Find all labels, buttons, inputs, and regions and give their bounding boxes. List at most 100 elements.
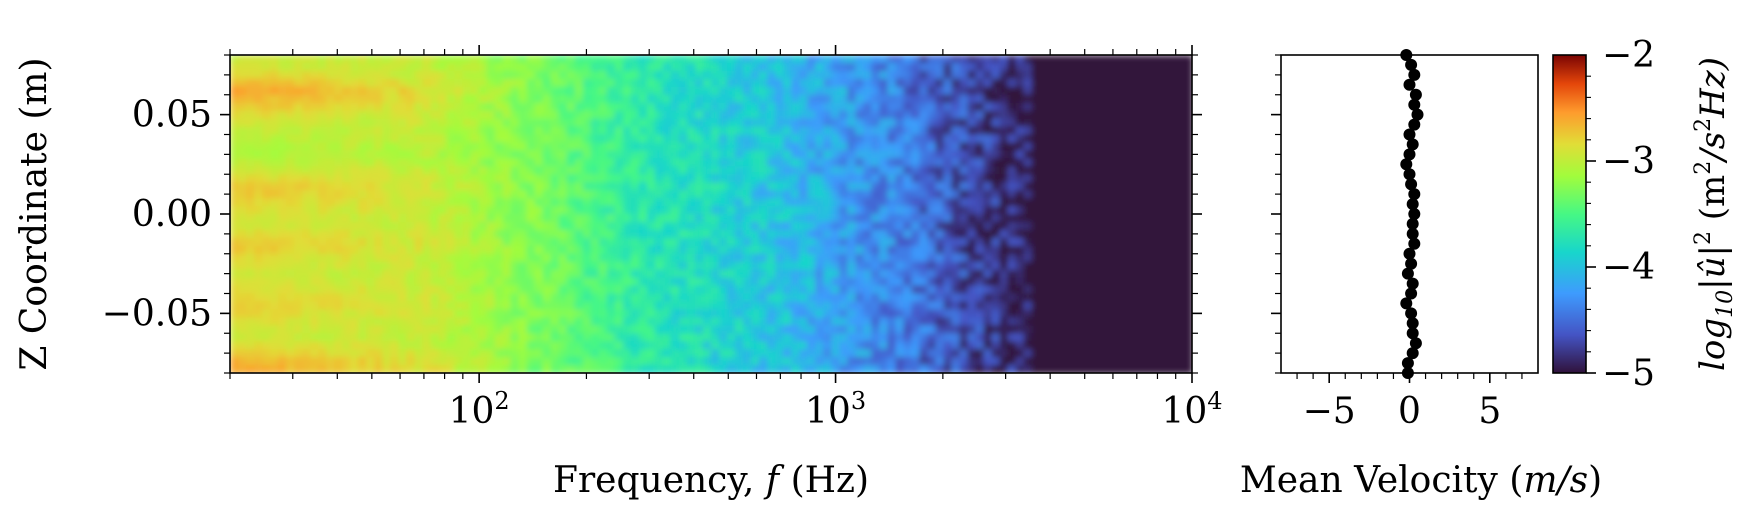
heatmap-cell	[622, 78, 633, 88]
heatmap-cell	[903, 229, 913, 240]
heatmap-cell	[230, 309, 240, 319]
heatmap-cell	[999, 349, 1009, 359]
heatmap-cell	[871, 325, 881, 335]
heatmap-cell	[390, 261, 400, 271]
heatmap-cell	[262, 86, 272, 96]
heatmap-cell	[735, 102, 745, 112]
heatmap-cell	[735, 277, 745, 287]
heatmap-cell	[967, 126, 977, 136]
heatmap-cell	[1071, 253, 1081, 263]
heatmap-cell	[294, 221, 304, 232]
heatmap-cell	[871, 62, 881, 73]
heatmap-cell	[702, 245, 713, 255]
heatmap-cell	[430, 357, 440, 367]
heatmap-cell	[430, 78, 440, 88]
heatmap-cell	[518, 118, 528, 128]
heatmap-cell	[743, 102, 753, 112]
heatmap-cell	[670, 325, 681, 335]
heatmap-cell	[1119, 142, 1130, 152]
heatmap-cell	[230, 150, 240, 160]
heatmap-cell	[278, 357, 288, 367]
heatmap-cell	[959, 309, 969, 319]
heatmap-cell	[230, 277, 240, 287]
heatmap-cell	[743, 78, 753, 88]
heatmap-cell	[1079, 214, 1089, 224]
heatmap-cell	[967, 198, 977, 208]
heatmap-cell	[454, 333, 464, 343]
heatmap-cell	[1119, 110, 1130, 120]
heatmap-cell	[430, 150, 440, 160]
heatmap-cell	[686, 365, 697, 373]
heatmap-cell	[286, 70, 296, 81]
heatmap-cell	[743, 277, 753, 287]
heatmap-cell	[502, 349, 512, 359]
heatmap-cell	[1151, 349, 1162, 359]
heatmap-cell	[735, 126, 745, 136]
heatmap-cell	[526, 70, 536, 81]
heatmap-cell	[694, 198, 705, 208]
heatmap-cell	[294, 198, 304, 208]
heatmap-cell	[342, 365, 352, 373]
heatmap-cell	[478, 62, 488, 73]
heatmap-cell	[1047, 190, 1057, 200]
heatmap-cell	[230, 349, 240, 359]
heatmap-cell	[310, 317, 320, 327]
heatmap-cell	[759, 325, 769, 335]
heatmap-cell	[911, 301, 921, 311]
heatmap-cell	[654, 55, 665, 65]
heatmap-cell	[743, 237, 753, 247]
heatmap-cell	[1151, 309, 1162, 319]
heatmap-cell	[390, 126, 400, 136]
heatmap-cell	[390, 118, 400, 128]
heatmap-cell	[791, 317, 801, 327]
heatmap-cell	[1063, 261, 1073, 271]
heatmap-cell	[230, 365, 240, 373]
heatmap-cell	[1095, 317, 1106, 327]
heatmap-cell	[398, 78, 408, 88]
heatmap-cell	[230, 341, 240, 351]
heatmap-cell	[799, 190, 809, 200]
heatmap-cell	[350, 309, 360, 319]
heatmap-cell	[847, 365, 857, 373]
heatmap-cell	[238, 317, 248, 327]
heatmap-cell	[518, 150, 528, 160]
heatmap-cell	[951, 261, 961, 271]
heatmap-cell	[302, 229, 312, 240]
heatmap-cell	[975, 150, 985, 160]
heatmap-cell	[446, 198, 456, 208]
heatmap-cell	[959, 221, 969, 232]
heatmap-cell	[630, 365, 641, 373]
heatmap-cell	[630, 142, 641, 152]
heatmap-cell	[326, 55, 336, 65]
heatmap-cell	[654, 86, 665, 96]
heatmap-cell	[871, 142, 881, 152]
heatmap-cell	[294, 245, 304, 255]
heatmap-cell	[246, 237, 256, 247]
heatmap-cell	[895, 221, 905, 232]
heatmap-cell	[342, 285, 352, 295]
heatmap-cell	[743, 55, 753, 65]
heatmap-cell	[342, 102, 352, 112]
heatmap-cell	[1127, 62, 1138, 73]
heatmap-cell	[743, 94, 753, 104]
heatmap-cell	[975, 214, 985, 224]
heatmap-cell	[919, 78, 929, 88]
heatmap-cell	[486, 198, 496, 208]
heatmap-cell	[342, 150, 352, 160]
heatmap-cell	[831, 142, 841, 152]
heatmap-cell	[855, 341, 865, 351]
heatmap-cell	[510, 357, 520, 367]
heatmap-cell	[374, 174, 384, 184]
heatmap-cell	[430, 134, 440, 144]
heatmap-cell	[606, 357, 616, 367]
heatmap-cell	[526, 261, 536, 271]
heatmap-cell	[478, 325, 488, 335]
heatmap-cell	[743, 325, 753, 335]
heatmap-cell	[494, 190, 504, 200]
heatmap-cell	[847, 245, 857, 255]
heatmap-cell	[999, 277, 1009, 287]
heatmap-cell	[1007, 309, 1017, 319]
heatmap-cell	[654, 309, 665, 319]
heatmap-cell	[1175, 325, 1186, 335]
heatmap-cell	[670, 78, 681, 88]
